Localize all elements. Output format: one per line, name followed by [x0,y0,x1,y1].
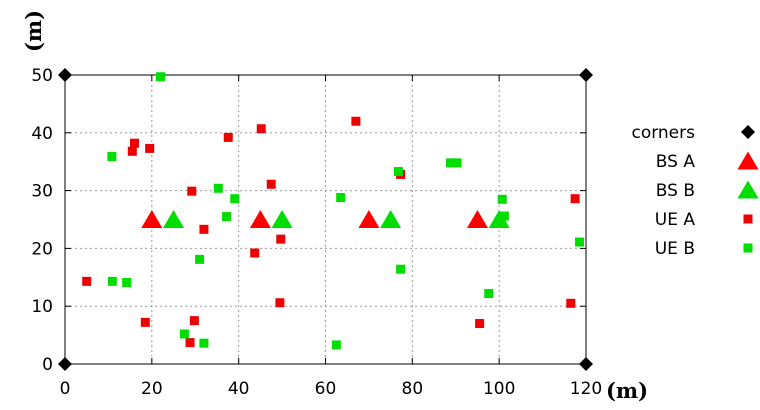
data-point [497,194,507,204]
data-point [446,158,456,168]
x-tick-label: 60 [315,379,337,399]
x-tick-label: 20 [141,379,163,399]
data-point [145,143,155,153]
legend-item: UE B [655,239,753,259]
y-tick-label: 20 [31,239,53,259]
data-point [358,210,380,228]
series-corners [58,68,593,371]
y-tick-label: 30 [31,182,53,202]
x-tick-label: 100 [483,379,515,399]
data-point [256,124,266,134]
data-point [579,68,593,82]
data-point [189,316,199,326]
data-point [250,248,260,258]
legend-label: UE B [655,239,695,259]
data-point [566,298,576,308]
legend-marker [741,125,755,139]
data-point [579,357,593,371]
data-point [249,210,271,228]
x-tick-label: 0 [60,379,71,399]
legend-marker [743,214,753,224]
data-point [570,194,580,204]
series-ue-b [107,72,584,350]
data-point [82,276,92,286]
series-bs-a [141,210,488,228]
legend-item: corners [631,123,755,143]
data-point [271,210,293,228]
data-point [488,210,510,228]
data-point [393,167,403,177]
legend-item: UE A [655,210,753,230]
series-ue-a [82,116,580,348]
data-point [195,254,205,264]
data-point [140,317,150,327]
data-point [107,151,117,161]
data-point [396,264,406,274]
data-point [127,146,137,156]
data-point [129,138,139,148]
data-point [122,278,132,288]
legend-label: corners [631,123,695,143]
legend-marker [737,180,759,199]
y-tick-label: 10 [31,297,53,317]
legend-item: BS A [656,151,759,172]
data-point [336,193,346,203]
data-point [452,158,462,168]
y-tick-label: 40 [31,124,53,144]
data-point [266,179,276,189]
data-point [199,224,209,234]
data-series [58,68,593,371]
data-point [230,194,240,204]
data-point [380,210,402,228]
legend-item: BS B [656,180,759,201]
data-point [466,210,488,228]
data-point [58,68,72,82]
x-tick-label: 120 [570,379,602,399]
data-point [199,338,209,348]
x-tick-label: 80 [402,379,424,399]
axis-ticks: 0 20 40 60 80 100 120 0 10 20 30 40 50 [31,66,602,399]
series-bs-b [163,210,510,228]
data-point [213,183,223,193]
y-tick-label: 0 [42,355,53,375]
data-point [187,186,197,196]
x-tick-label: 40 [228,379,250,399]
data-point [107,276,117,286]
data-point [275,298,285,308]
data-point [351,116,361,126]
legend: corners BS A BS B UE A UE B [631,123,759,259]
legend-label: UE A [655,210,696,230]
data-point [185,338,195,348]
data-point [331,340,341,350]
data-point [223,132,233,142]
data-point [574,237,584,247]
y-tick-label: 50 [31,66,53,86]
data-point [141,210,163,228]
data-point [156,72,166,82]
data-point [179,329,189,339]
legend-label: BS A [656,152,696,172]
data-point [276,234,286,244]
data-point [222,212,232,222]
legend-label: BS B [656,181,695,201]
data-point [499,211,509,221]
data-point [475,319,485,329]
x-axis-label: (m) [606,378,648,403]
data-point [163,210,185,228]
grid [65,75,586,364]
legend-marker [737,151,759,170]
legend-marker [743,243,753,253]
data-point [484,288,494,298]
y-axis-label: (m) [21,10,46,52]
data-point [58,357,72,371]
